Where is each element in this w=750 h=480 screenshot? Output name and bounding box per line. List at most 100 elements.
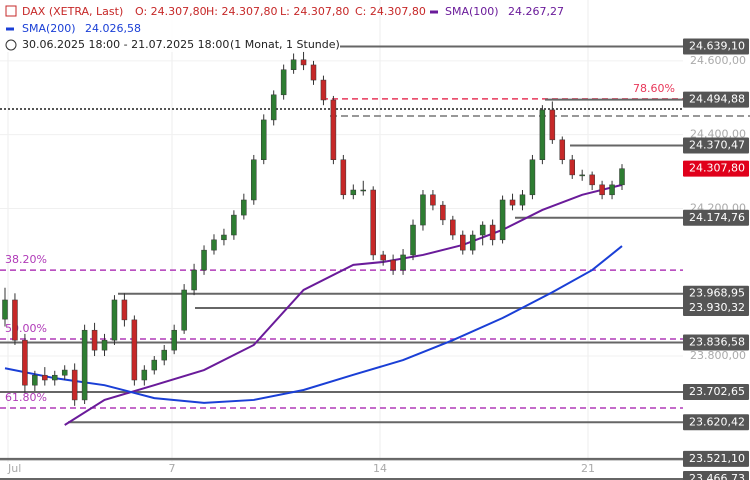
- level-box: [683, 383, 749, 400]
- candle-body: [251, 159, 257, 201]
- candle-body: [91, 329, 98, 351]
- candle-body: [549, 109, 556, 141]
- level-label: 23.620,42: [689, 415, 745, 428]
- candle-body: [111, 299, 118, 341]
- candle-body: [569, 159, 575, 176]
- header-close: C: 24.307,80: [355, 5, 426, 18]
- candle-body: [52, 374, 58, 381]
- candle-body: [589, 174, 595, 186]
- candle-body: [171, 329, 177, 351]
- candle-body: [450, 219, 456, 236]
- x-tick-label: 21: [581, 462, 595, 475]
- candle-body: [350, 189, 357, 196]
- candle-body: [539, 109, 546, 161]
- candle-body: [121, 299, 128, 321]
- candle-body: [420, 194, 426, 226]
- candle-body: [489, 224, 496, 241]
- candle-body: [599, 184, 605, 196]
- candle-body: [509, 199, 516, 206]
- candle-body: [241, 199, 247, 216]
- candle-body: [300, 59, 307, 66]
- candle-body: [430, 194, 436, 206]
- candle-body: [579, 174, 585, 177]
- candle-body: [141, 369, 148, 381]
- candle-body: [2, 299, 8, 320]
- header-instrument: DAX (XETRA, Last): [22, 5, 123, 18]
- x-tick-label: 7: [169, 462, 176, 475]
- candle-body: [460, 234, 466, 251]
- candle-body: [32, 374, 38, 386]
- candle-body: [231, 214, 237, 236]
- candle-body: [221, 234, 227, 241]
- level-box: [683, 285, 749, 302]
- level-box: [683, 91, 749, 108]
- level-label: 24.639,10: [689, 39, 745, 52]
- level-label: 23.521,10: [689, 452, 745, 465]
- header-low: L: 24.307,80: [280, 5, 349, 18]
- clock-icon: [5, 39, 17, 51]
- candle-body: [181, 289, 187, 331]
- candle-body: [151, 359, 158, 371]
- candle-body: [290, 59, 297, 70]
- candle-body: [12, 299, 18, 341]
- candle-body: [410, 224, 416, 256]
- candle-body: [310, 64, 317, 81]
- candle-body: [609, 184, 615, 196]
- level-label: 24.494,88: [689, 93, 745, 106]
- candle-body: [260, 119, 267, 161]
- candle-body: [440, 204, 446, 221]
- level-label: 23.466,73: [689, 472, 745, 480]
- sma200-name: SMA(200): [22, 22, 76, 35]
- y-tick-label: 24.600,00: [690, 54, 746, 67]
- sym-icon: [5, 5, 17, 17]
- header-bg: [0, 0, 340, 52]
- candle-body: [211, 239, 217, 251]
- candle-body: [81, 329, 88, 401]
- level-label: 23.836,58: [689, 336, 745, 349]
- candle-body: [519, 194, 526, 206]
- level-box: [683, 334, 749, 351]
- candle-body: [22, 339, 28, 386]
- header: DAX (XETRA, Last) O: 24.307,80 H: 24.307,8…: [0, 0, 564, 52]
- sma100-name: SMA(100): [445, 5, 499, 18]
- candle-body: [390, 259, 396, 271]
- sma100-value: 24.267,27: [508, 5, 564, 18]
- level-box: [683, 209, 749, 226]
- candle-body: [42, 374, 48, 381]
- candle-body: [330, 99, 337, 161]
- candle-body: [101, 339, 108, 351]
- x-tick-label: 14: [373, 462, 387, 475]
- fib-label: 78.60%: [633, 82, 675, 95]
- x-tick-label: Jul: [7, 462, 21, 475]
- candle-body: [380, 254, 386, 261]
- level-box: [683, 137, 749, 154]
- candle-body: [360, 189, 367, 192]
- level-box: [683, 38, 749, 55]
- candle-body: [400, 254, 406, 271]
- candle-body: [479, 224, 486, 236]
- level-box: [683, 450, 749, 467]
- fib-label: 61.80%: [5, 391, 47, 404]
- fib-label: 38.20%: [5, 253, 47, 266]
- header-open: O: 24.307,80: [135, 5, 207, 18]
- sma200-value: 24.026,58: [85, 22, 141, 35]
- sma-line: [64, 183, 623, 426]
- level-box: [683, 414, 749, 431]
- level-label: 24.307,80: [689, 162, 745, 175]
- candle-body: [469, 234, 476, 251]
- candle-body: [529, 159, 536, 196]
- level-label: 24.174,76: [689, 211, 745, 224]
- candle-body: [161, 349, 167, 361]
- candle-body: [270, 94, 277, 121]
- candle-body: [340, 159, 347, 196]
- interval: (1 Monat, 1 Stunde): [230, 38, 340, 51]
- level-label: 24.370,47: [689, 139, 745, 152]
- candle-body: [61, 369, 68, 376]
- level-label: 23.702,65: [689, 385, 745, 398]
- candle-body: [131, 319, 138, 381]
- candle-body: [191, 269, 197, 291]
- candle-body: [71, 369, 78, 401]
- date-range: 30.06.2025 18:00 - 21.07.2025 18:00: [22, 38, 229, 51]
- level-label: 23.930,32: [689, 301, 745, 314]
